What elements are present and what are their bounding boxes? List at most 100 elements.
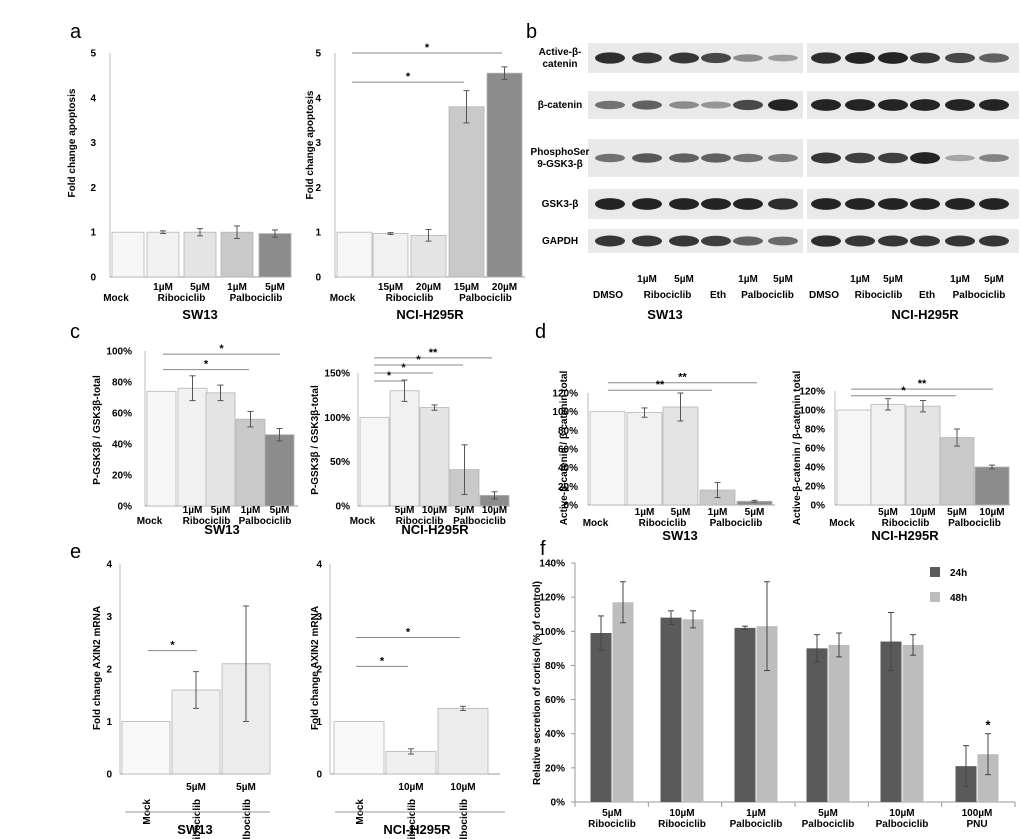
chart-f-cat-drug-1: Ribociclib xyxy=(658,819,706,830)
chart-c2-conc-label-3: 5µM xyxy=(455,505,475,516)
chart-d2-sig-label-0: ** xyxy=(918,378,927,390)
chart-a2-y-tick-3: 3 xyxy=(315,138,321,149)
wb-band-1-1-5 xyxy=(979,99,1009,111)
wb-lane-group-dmso-1: DMSO xyxy=(809,290,839,301)
chart-d2-conc-label-3: 5µM xyxy=(947,507,967,518)
chart-f-cat-drug-0: Ribociclib xyxy=(588,819,636,830)
wb-lane-conc-1-1: 1µM xyxy=(850,274,870,285)
chart-a1-ylabel: Fold change apoptosis xyxy=(67,88,78,197)
chart-d2-conc-label-2: 10µM xyxy=(910,507,935,518)
chart-d2-y-tick-6: 120% xyxy=(799,387,825,398)
chart-c1-group-label-ribociclib: Ribociclib xyxy=(183,516,231,527)
chart-f-cat-conc-0: 5µM xyxy=(602,808,622,819)
chart-c2-bar-0 xyxy=(359,416,390,507)
wb-band-0-3-3 xyxy=(701,198,731,210)
wb-band-0-2-0 xyxy=(595,153,625,163)
wb-lane-group-ribociclib-1: Ribociclib xyxy=(855,290,903,301)
chart-e2-bar-0 xyxy=(333,721,385,775)
chart-d1-title: SW13 xyxy=(662,528,697,543)
wb-band-1-2-2 xyxy=(878,152,908,164)
panel-letter-e: e xyxy=(70,541,81,563)
chart-c1-y-tick-1: 20% xyxy=(112,471,132,482)
wb-row-label-4-0: GAPDH xyxy=(542,236,578,247)
chart-d2-bar-3 xyxy=(939,437,975,506)
chart-f-cat-drug-4: Palbociclib xyxy=(876,819,929,830)
wb-band-0-2-2 xyxy=(669,153,699,163)
chart-f-cat-drug-5: PNU xyxy=(966,819,987,830)
wb-lane-conc-1-2: 5µM xyxy=(883,274,903,285)
chart-f-bar-48h-1 xyxy=(682,619,704,802)
chart-a1-y-tick-2: 2 xyxy=(90,183,96,194)
chart-e1-name-1: Ribociclib xyxy=(192,799,203,839)
wb-band-0-3-2 xyxy=(669,198,699,210)
wb-band-0-4-2 xyxy=(669,235,699,247)
chart-f-cat-conc-3: 5µM xyxy=(818,808,838,819)
chart-d2-group-label-palbociclib: Palbociclib xyxy=(948,518,1001,529)
chart-a2-y-tick-4: 4 xyxy=(315,93,321,104)
chart-e1-title: SW13 xyxy=(177,822,212,837)
wb-band-1-0-2 xyxy=(878,52,908,64)
chart-f-legend-swatch-24h xyxy=(930,567,940,577)
chart-a1-y-tick-3: 3 xyxy=(90,138,96,149)
wb-band-1-3-5 xyxy=(979,198,1009,210)
chart-c2-title: NCI-H295R xyxy=(401,522,469,537)
chart-f-y-tick-4: 80% xyxy=(545,661,565,672)
chart-f-legend-label-48h: 48h xyxy=(950,593,967,604)
chart-c1-conc-label-2: 5µM xyxy=(211,505,231,516)
wb-band-0-2-3 xyxy=(701,153,731,163)
chart-d2-conc-label-1: 5µM xyxy=(878,507,898,518)
chart-c1-bar-3 xyxy=(235,418,266,507)
wb-band-0-0-4 xyxy=(733,54,763,62)
chart-d1-bar-1 xyxy=(626,412,663,506)
chart-c2-y-tick-0: 0% xyxy=(336,502,351,513)
chart-a1-bar-0 xyxy=(111,231,145,278)
wb-band-1-1-1 xyxy=(845,99,875,111)
chart-a2-bar-3 xyxy=(448,106,485,278)
chart-d1-y-tick-6: 120% xyxy=(552,389,578,400)
wb-band-1-3-0 xyxy=(811,198,841,210)
wb-band-0-4-5 xyxy=(768,236,798,246)
chart-f-sig-label-0: * xyxy=(985,718,991,733)
chart-f-cat-drug-3: Palbociclib xyxy=(802,819,855,830)
chart-c2-y-tick-1: 50% xyxy=(330,457,350,468)
wb-band-1-0-4 xyxy=(945,52,975,64)
chart-c2-group-label-mock: Mock xyxy=(350,516,376,527)
chart-a1-bar-3 xyxy=(220,231,254,278)
chart-e2-bar-2 xyxy=(437,707,489,775)
chart-e2-conc-label-1: 10µM xyxy=(398,782,423,793)
chart-f-bar-48h-2 xyxy=(756,626,778,802)
chart-f-bar-24h-0 xyxy=(590,632,612,802)
chart-a2-y-tick-0: 0 xyxy=(315,273,321,284)
chart-d1-sig-label-1: ** xyxy=(656,379,665,391)
chart-c2-group-label-palbociclib: Palbociclib xyxy=(453,516,506,527)
wb-cell-line-1: NCI-H295R xyxy=(891,307,959,322)
chart-d2-bar-0 xyxy=(836,409,872,506)
chart-a1-title: SW13 xyxy=(182,307,217,322)
chart-a1-group-label-palbociclib: Palbociclib xyxy=(230,293,283,304)
wb-band-1-3-1 xyxy=(845,198,875,210)
chart-c2-sig-label-1: * xyxy=(416,354,421,366)
chart-a1-y-tick-0: 0 xyxy=(90,273,96,284)
chart-d1-y-tick-5: 100% xyxy=(552,407,578,418)
wb-band-0-1-0 xyxy=(595,100,625,110)
chart-d1-y-tick-0: 0% xyxy=(564,501,579,512)
wb-row-label-1-0: β-catenin xyxy=(538,100,582,111)
chart-c1-y-tick-5: 100% xyxy=(106,347,132,358)
wb-band-0-4-4 xyxy=(733,236,763,246)
chart-f-cat-conc-5: 100µM xyxy=(962,808,993,819)
wb-lane-conc-0-4: 1µM xyxy=(738,274,758,285)
chart-c1-title: SW13 xyxy=(204,522,239,537)
wb-band-1-0-5 xyxy=(979,53,1009,63)
chart-e1-bar-0 xyxy=(121,721,171,775)
wb-band-1-4-1 xyxy=(845,235,875,247)
chart-e2-ylabel: Fold change AXIN2 mRNA xyxy=(310,606,321,730)
chart-a2-ylabel: Fold change apoptosis xyxy=(305,90,316,199)
chart-a2-conc-label-4: 20µM xyxy=(492,282,517,293)
chart-c2-sig-label-0: ** xyxy=(429,347,438,359)
chart-a2-conc-label-3: 15µM xyxy=(454,282,479,293)
chart-a1-group-label-ribociclib: Ribociclib xyxy=(158,293,206,304)
chart-e2-y-tick-2: 2 xyxy=(316,665,322,676)
chart-c1-y-tick-2: 40% xyxy=(112,440,132,451)
chart-a2-sig-label-0: * xyxy=(425,42,430,54)
chart-f-bar-24h-4 xyxy=(880,641,902,802)
